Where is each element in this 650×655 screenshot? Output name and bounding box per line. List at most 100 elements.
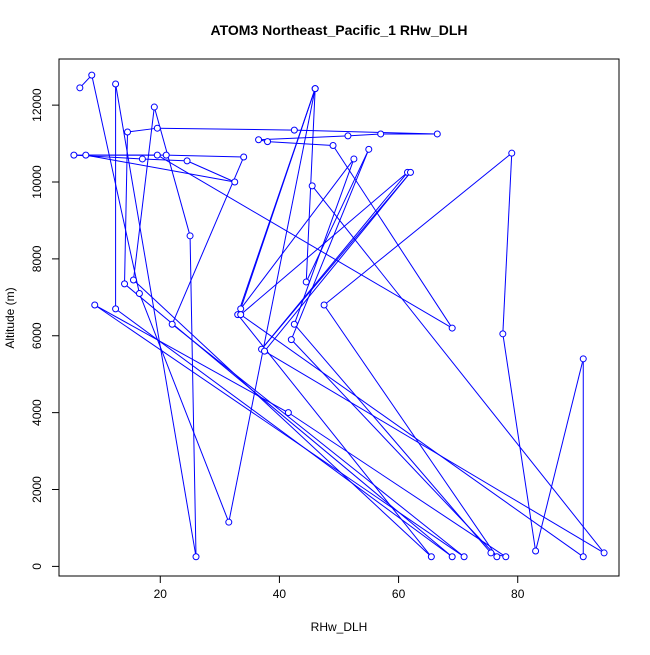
data-point bbox=[237, 305, 245, 313]
data-point bbox=[162, 151, 170, 159]
data-point bbox=[231, 178, 239, 186]
series-line-segment bbox=[142, 158, 188, 162]
series-layer bbox=[70, 71, 608, 561]
series-line-segment bbox=[157, 127, 295, 131]
data-point bbox=[237, 311, 245, 319]
data-point bbox=[138, 155, 146, 163]
series-line-segment bbox=[264, 172, 411, 352]
data-point bbox=[168, 320, 176, 328]
data-point bbox=[70, 151, 78, 159]
data-point bbox=[153, 151, 161, 159]
x-tick-label: 80 bbox=[511, 587, 525, 601]
series-line-segment bbox=[323, 304, 498, 558]
data-point bbox=[284, 409, 292, 417]
series-line-segment bbox=[171, 323, 465, 558]
data-point bbox=[579, 553, 587, 561]
series-line-segment bbox=[240, 314, 584, 558]
x-axis-label: RHw_DLH bbox=[311, 620, 368, 634]
series-line-segment bbox=[127, 127, 158, 133]
x-axis: 20 40 60 80 bbox=[154, 576, 525, 601]
data-point bbox=[76, 84, 84, 92]
series-line-segment bbox=[290, 339, 498, 558]
data-point bbox=[225, 518, 233, 526]
series-line-segment bbox=[535, 358, 584, 552]
data-point bbox=[153, 124, 161, 132]
series-line-segment bbox=[502, 153, 513, 334]
series-line-segment bbox=[189, 235, 197, 557]
data-point bbox=[88, 71, 96, 79]
series-line-segment bbox=[258, 135, 348, 141]
data-point bbox=[600, 549, 608, 557]
series-line-segment bbox=[288, 412, 507, 558]
data-point bbox=[290, 126, 298, 134]
data-point bbox=[508, 149, 516, 157]
series-line-segment bbox=[290, 149, 370, 340]
data-point bbox=[460, 553, 468, 561]
data-point bbox=[255, 136, 263, 144]
plot-frame bbox=[58, 58, 620, 577]
data-point bbox=[112, 305, 120, 313]
data-point bbox=[302, 278, 310, 286]
series-line-segment bbox=[85, 154, 235, 183]
series-line-segment bbox=[293, 158, 355, 325]
data-point bbox=[406, 168, 414, 176]
data-point bbox=[350, 155, 358, 163]
data-point bbox=[427, 553, 435, 561]
series-line-segment bbox=[323, 152, 513, 306]
data-point bbox=[112, 80, 120, 88]
data-point bbox=[150, 103, 158, 111]
data-point bbox=[121, 280, 129, 288]
series-line-segment bbox=[240, 158, 355, 310]
data-point bbox=[448, 553, 456, 561]
x-tick-label: 40 bbox=[273, 587, 287, 601]
y-axis: 0 2000 4000 6000 8000 10000 12000 bbox=[30, 88, 59, 570]
y-tick-label: 6000 bbox=[30, 322, 44, 349]
data-point bbox=[82, 151, 90, 159]
data-point bbox=[448, 324, 456, 332]
data-point bbox=[377, 130, 385, 138]
data-point bbox=[290, 320, 298, 328]
data-point bbox=[502, 553, 510, 561]
data-point bbox=[487, 549, 495, 557]
series-line-segment bbox=[261, 172, 411, 350]
series-line-segment bbox=[293, 323, 492, 554]
series-line-segment bbox=[240, 88, 316, 310]
chart-title: ATOM3 Northeast_Pacific_1 RHw_DLH bbox=[211, 22, 468, 38]
data-point bbox=[344, 132, 352, 140]
series-line-segment bbox=[267, 141, 334, 146]
series-line-segment bbox=[133, 279, 432, 558]
series-line-segment bbox=[132, 106, 155, 281]
data-point bbox=[124, 128, 132, 136]
x-tick-label: 60 bbox=[392, 587, 406, 601]
data-point bbox=[311, 85, 319, 93]
data-point bbox=[532, 547, 540, 555]
y-axis-label: Altitude (m) bbox=[3, 287, 17, 348]
series-line-segment bbox=[171, 156, 245, 325]
series-line-segment bbox=[186, 160, 235, 183]
y-tick-label: 2000 bbox=[30, 476, 44, 503]
data-point bbox=[129, 276, 137, 284]
data-point bbox=[91, 301, 99, 309]
data-point bbox=[365, 145, 373, 153]
series-line-segment bbox=[94, 304, 465, 558]
data-point bbox=[579, 355, 587, 363]
y-tick-label: 8000 bbox=[30, 245, 44, 272]
series-line-segment bbox=[138, 293, 230, 523]
series-line-segment bbox=[237, 314, 432, 558]
y-tick-label: 4000 bbox=[30, 399, 44, 426]
y-tick-label: 10000 bbox=[30, 165, 44, 199]
data-point bbox=[192, 553, 200, 561]
data-point bbox=[433, 130, 441, 138]
series-line-segment bbox=[240, 172, 408, 315]
data-point bbox=[264, 138, 272, 146]
series-line-segment bbox=[124, 132, 129, 284]
data-point bbox=[308, 182, 316, 190]
series-line-segment bbox=[311, 185, 605, 554]
data-point bbox=[329, 141, 337, 149]
series-line-segment bbox=[228, 88, 316, 523]
series-line-segment bbox=[94, 304, 289, 414]
series-line-segment bbox=[305, 149, 370, 283]
series-line-segment bbox=[332, 145, 453, 329]
y-tick-label: 0 bbox=[30, 563, 44, 570]
